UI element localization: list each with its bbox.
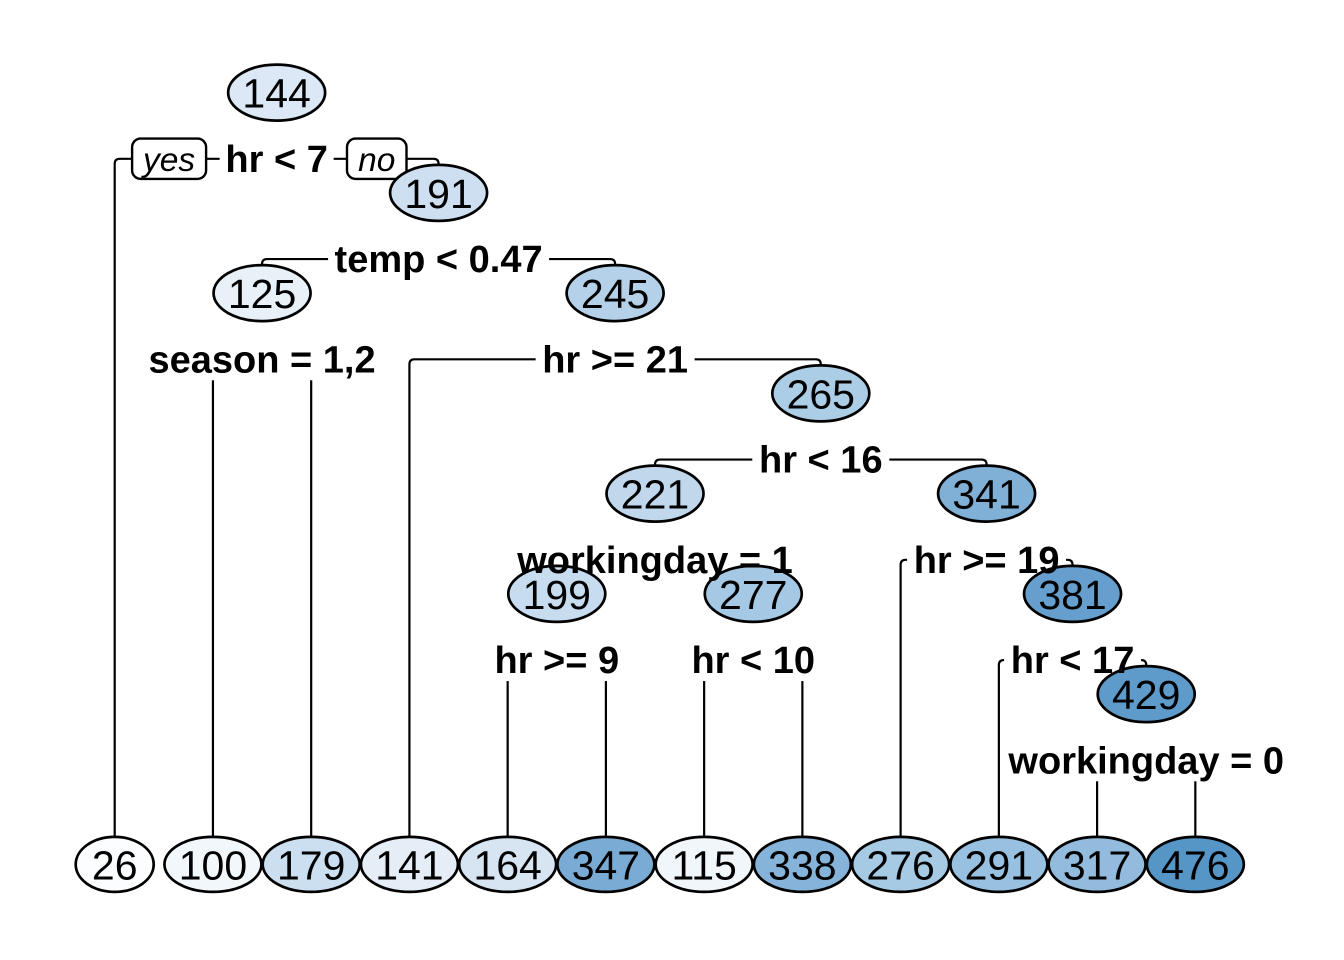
- svg-text:hr < 17: hr < 17: [1011, 640, 1135, 682]
- svg-text:199: 199: [523, 572, 591, 618]
- svg-text:temp < 0.47: temp < 0.47: [335, 239, 543, 281]
- svg-text:hr < 10: hr < 10: [691, 640, 815, 682]
- svg-text:workingday = 1: workingday = 1: [516, 540, 793, 582]
- svg-text:291: 291: [965, 842, 1033, 888]
- svg-text:workingday = 0: workingday = 0: [1007, 740, 1284, 782]
- svg-text:115: 115: [671, 842, 736, 888]
- svg-text:347: 347: [572, 842, 640, 888]
- svg-text:hr >= 9: hr >= 9: [494, 640, 619, 682]
- svg-text:429: 429: [1112, 672, 1180, 718]
- svg-text:191: 191: [404, 171, 472, 217]
- svg-text:hr >= 19: hr >= 19: [914, 540, 1060, 582]
- svg-text:338: 338: [768, 842, 836, 888]
- svg-text:141: 141: [375, 842, 443, 888]
- svg-text:hr < 16: hr < 16: [759, 440, 883, 482]
- svg-text:179: 179: [277, 842, 345, 888]
- svg-text:yes: yes: [141, 142, 195, 179]
- svg-text:no: no: [358, 142, 395, 179]
- svg-text:265: 265: [787, 371, 855, 417]
- svg-text:164: 164: [473, 842, 541, 888]
- svg-text:221: 221: [621, 472, 689, 518]
- svg-text:277: 277: [719, 572, 787, 618]
- svg-text:125: 125: [228, 271, 296, 317]
- svg-text:hr < 7: hr < 7: [225, 139, 327, 181]
- svg-text:26: 26: [92, 842, 138, 888]
- svg-text:hr >= 21: hr >= 21: [542, 339, 688, 381]
- svg-text:381: 381: [1038, 572, 1106, 618]
- svg-text:341: 341: [952, 472, 1020, 518]
- svg-text:144: 144: [242, 71, 310, 117]
- svg-text:season = 1,2: season = 1,2: [149, 339, 376, 381]
- svg-text:276: 276: [866, 842, 934, 888]
- svg-text:245: 245: [581, 271, 649, 317]
- svg-text:100: 100: [179, 842, 247, 888]
- svg-text:476: 476: [1161, 842, 1229, 888]
- svg-text:317: 317: [1063, 842, 1131, 888]
